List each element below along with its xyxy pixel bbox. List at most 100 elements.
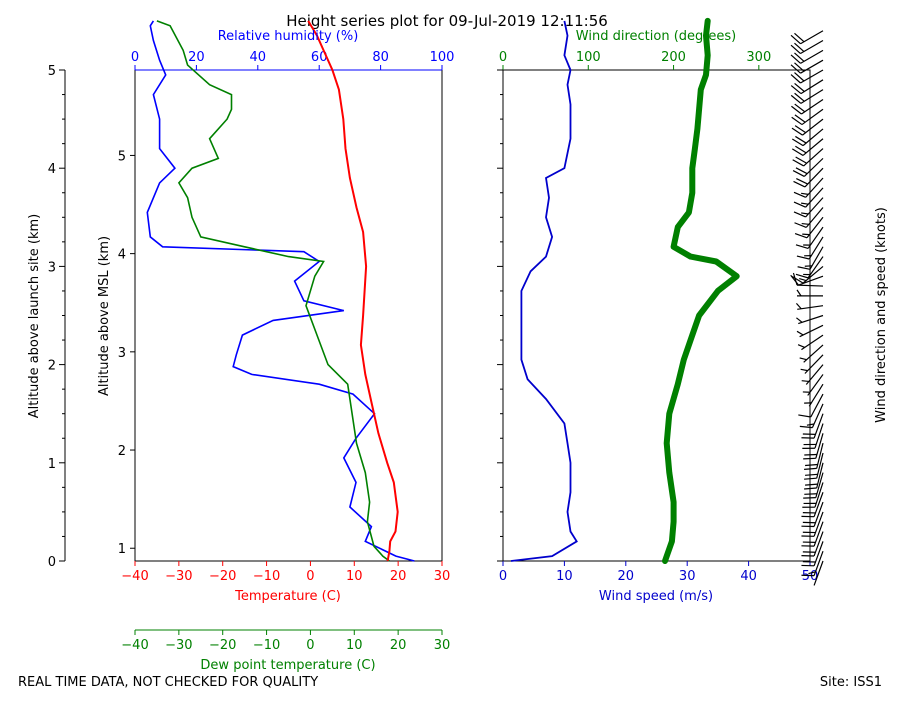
wind-barb: [791, 50, 823, 63]
wind-barb-feather: [797, 256, 809, 259]
wind-barb: [791, 99, 823, 114]
temperature-axis-label: Temperature (C): [234, 589, 341, 604]
wind-direction-axis-tick-label: 200: [661, 50, 686, 65]
wind-barb: [798, 335, 823, 350]
quality-disclaimer: REAL TIME DATA, NOT CHECKED FOR QUALITY: [18, 675, 318, 690]
wind-barb-feather: [799, 279, 806, 281]
wind-barb-feather: [801, 203, 808, 204]
wind-barb-feather: [797, 331, 803, 335]
wind-barb: [791, 31, 823, 44]
wind-barb-shaft: [797, 285, 823, 286]
wind-barb-feather: [796, 303, 801, 308]
wind-barb: [794, 168, 823, 187]
wind-barb: [791, 70, 823, 83]
launch-altitude-axis-label: Altitude above launch site (km): [27, 214, 42, 418]
wind-barb-feather: [804, 494, 817, 495]
temperature-axis-tick-label: 30: [434, 569, 451, 584]
wind-barb-feather: [798, 345, 805, 348]
temperature-axis-tick-label: 0: [306, 569, 314, 584]
wind-direction-line: [665, 21, 737, 561]
wind-barb-feather: [805, 465, 818, 466]
wind-barb-feather: [803, 498, 816, 499]
msl-altitude-tick-label: 1: [118, 542, 126, 557]
dewpoint-axis-tick-label: −30: [165, 638, 192, 653]
wind-barb-feather: [794, 43, 803, 51]
launch-altitude-tick-label: 1: [48, 457, 56, 472]
msl-altitude-tick-label: 2: [118, 444, 126, 459]
wind-barb-feather: [804, 454, 817, 455]
wind-barb-feather: [798, 415, 810, 417]
wind-barb: [800, 345, 823, 362]
wind-barb: [803, 374, 823, 395]
wind-barb: [796, 227, 823, 248]
launch-altitude-tick-label: 3: [48, 260, 56, 275]
wind-barb-feather: [802, 224, 809, 225]
wind-barb: [801, 541, 823, 565]
wind-barb-feather: [802, 381, 809, 382]
dewpoint-axis-tick-label: −40: [121, 638, 148, 653]
wind-direction-axis-tick-label: 300: [746, 50, 771, 65]
wind-barb: [794, 188, 823, 207]
wind-barb-feather: [804, 478, 817, 479]
wind-barb: [791, 80, 823, 94]
wind-speed-axis-tick-label: 30: [679, 569, 696, 584]
wind-direction-axis-tick-label: 100: [576, 50, 601, 65]
wind-barb-feather: [791, 35, 800, 43]
wind-barb: [795, 217, 823, 237]
temperature-axis-tick-label: −20: [209, 569, 236, 584]
wind-barb-feather: [804, 468, 817, 469]
humidity-axis-tick-label: 100: [430, 50, 455, 65]
wind-barb: [801, 502, 823, 526]
wind-direction-axis-label: Wind direction (degrees): [576, 29, 736, 44]
temperature-line: [308, 21, 398, 561]
wind-barb: [801, 522, 823, 546]
dewpoint-axis-tick-label: 30: [434, 638, 451, 653]
wind-barb-feather: [805, 474, 818, 475]
humidity-axis-tick-label: 20: [188, 50, 205, 65]
wind-barb-feather: [796, 318, 802, 322]
dewpoint-axis-tick-label: 20: [390, 638, 407, 653]
temperature-axis-tick-label: −40: [121, 569, 148, 584]
chart-title: Height series plot for 09-Jul-2019 12:11…: [286, 12, 608, 30]
wind-direction-axis-tick-label: 0: [499, 50, 507, 65]
wind-barb: [795, 207, 823, 227]
wind-barb-shaft: [799, 276, 823, 285]
launch-altitude-tick-label: 4: [48, 162, 56, 177]
wind-barb-feather: [801, 369, 808, 370]
dewpoint-axis-tick-label: 0: [306, 638, 314, 653]
wind-speed-axis-label: Wind speed (m/s): [599, 589, 713, 604]
wind-barb: [794, 198, 823, 217]
wind-speed-axis-tick-label: 20: [618, 569, 635, 584]
wind-barb-feather: [794, 202, 806, 207]
wind-barb: [793, 158, 823, 176]
wind-barb-feather: [803, 458, 816, 459]
wind-barb: [791, 90, 823, 104]
wind-speed-axis-tick-label: 0: [499, 569, 507, 584]
site-label: Site: ISS1: [820, 675, 882, 690]
humidity-axis-tick-label: 40: [250, 50, 267, 65]
wind-barb-feather: [791, 65, 800, 73]
launch-altitude-tick-label: 0: [48, 555, 56, 570]
wind-speed-axis-tick-label: 40: [740, 569, 757, 584]
msl-altitude-axis-label: Altitude above MSL (km): [97, 236, 112, 396]
wind-barb: [801, 512, 823, 536]
msl-altitude-tick-label: 4: [118, 248, 126, 263]
wind-barbs: [791, 31, 823, 586]
wind-barb-feather: [805, 484, 818, 485]
dewpoint-axis-tick-label: 10: [346, 638, 363, 653]
wind-barb-feather: [791, 45, 800, 53]
temperature-axis-tick-label: 10: [346, 569, 363, 584]
wind-barb-feather: [791, 75, 800, 83]
msl-altitude-tick-label: 5: [118, 149, 126, 164]
wind-speed-axis-tick-label: 10: [556, 569, 573, 584]
dewpoint-axis-tick-label: −10: [253, 638, 280, 653]
wind-barb-feather: [801, 213, 808, 214]
thermo-plot-frame: [135, 70, 442, 561]
wind-barb: [801, 492, 823, 516]
wind-barb-feather: [797, 290, 801, 296]
wind-barb: [802, 365, 823, 385]
wind-barb: [791, 60, 823, 73]
